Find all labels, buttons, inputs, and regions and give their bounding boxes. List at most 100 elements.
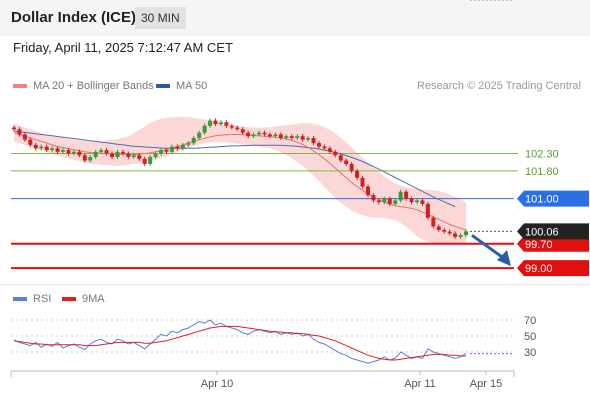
candle-body-74 [414, 200, 419, 203]
candle-body-51 [289, 136, 294, 138]
candle-body-82 [458, 235, 463, 237]
bollinger-band-area [14, 116, 466, 244]
candle-body-46 [262, 132, 267, 135]
header-bar: Dollar Index (ICE) 30 MIN [0, 0, 590, 36]
timestamp: Friday, April 11, 2025 7:12:47 AM CET [13, 40, 233, 55]
candle-body-1 [17, 129, 22, 135]
level-label-102.30: 102.30 [525, 149, 559, 161]
level-label-101.80: 101.80 [525, 166, 559, 178]
candle-body-73 [409, 198, 414, 203]
candle-body-10 [66, 150, 71, 154]
candle-body-40 [229, 125, 234, 128]
rsi-level-label-50: 50 [524, 331, 536, 343]
x-tick-label-1: Apr 11 [404, 378, 436, 390]
candle-body-80 [447, 231, 452, 234]
candle-body-7 [50, 148, 55, 151]
candle-body-18 [110, 153, 115, 158]
candle-body-76 [425, 203, 430, 218]
candle-body-44 [251, 134, 256, 137]
legend-ma20: MA 20 + Bollinger Bands [13, 80, 154, 92]
instrument-title: Dollar Index (ICE) [11, 9, 137, 26]
candle-body-27 [159, 150, 164, 154]
candle-body-47 [267, 134, 272, 137]
legend-rsi-label: RSI [33, 293, 52, 305]
candle-body-37 [213, 120, 218, 125]
last-price-tag [517, 223, 589, 240]
candle-body-77 [431, 217, 436, 227]
candle-body-34 [197, 132, 202, 138]
candle-body-69 [387, 198, 392, 204]
candle-body-28 [164, 150, 169, 152]
legend-rsi-ma-label: 9MA [82, 293, 105, 305]
level-tag-101.00 [517, 190, 589, 207]
candle-body-21 [126, 153, 131, 158]
legend-ma50: MA 50 [156, 80, 207, 92]
candle-body-14 [88, 157, 93, 161]
legend-ma20-label: MA 20 + Bollinger Bands [33, 80, 154, 92]
candle-body-83 [464, 231, 468, 236]
candle-body-19 [115, 151, 120, 158]
candle-body-12 [77, 151, 82, 156]
candle-body-5 [39, 146, 44, 149]
candle-body-0 [12, 127, 16, 130]
candle-body-61 [344, 160, 349, 164]
forecast-arrow-head [497, 250, 511, 267]
candle-body-11 [71, 151, 76, 154]
x-tick-label-2: Apr 15 [470, 378, 502, 390]
candle-body-67 [376, 200, 381, 203]
candle-body-2 [22, 134, 27, 140]
candle-body-75 [420, 200, 425, 204]
candle-body-78 [436, 226, 441, 230]
candle-body-16 [99, 150, 104, 152]
candle-body-79 [442, 229, 447, 232]
candle-body-53 [300, 136, 305, 140]
candle-body-30 [175, 146, 180, 149]
legend-rsi-ma-swatch [62, 297, 76, 301]
candle-body-4 [33, 144, 38, 149]
candle-body-56 [316, 143, 321, 147]
candle-body-81 [453, 233, 458, 237]
candle-body-17 [104, 150, 109, 154]
candle-body-65 [365, 186, 370, 196]
x-tick-label-0: Apr 10 [201, 378, 233, 390]
level-tag-99.00 [517, 260, 589, 277]
candle-body-26 [153, 153, 158, 158]
candle-body-71 [398, 191, 403, 201]
candle-body-41 [235, 127, 240, 130]
candle-body-33 [191, 137, 196, 144]
interval-badge[interactable]: 30 MIN [135, 7, 186, 29]
candle-body-9 [61, 150, 66, 152]
legend-rsi-swatch [13, 297, 27, 301]
candle-body-58 [327, 148, 332, 152]
legend-ma20-swatch [13, 84, 27, 88]
level-tag-text-101.00: 101.00 [525, 194, 559, 206]
pane-divider [0, 284, 590, 285]
candle-body-22 [131, 155, 136, 158]
candle-body-64 [360, 177, 365, 187]
candle-body-32 [186, 143, 191, 145]
candle-body-63 [355, 170, 360, 178]
credit-text: Research © 2025 Trading Central [416, 80, 581, 92]
last-price-text: 100.06 [525, 226, 559, 238]
legend-ma50-label: MA 50 [176, 80, 208, 92]
candle-body-20 [120, 151, 125, 154]
candle-body-49 [278, 134, 283, 138]
level-tag-text-99.70: 99.70 [525, 239, 553, 251]
candle-body-24 [142, 158, 147, 164]
candle-body-52 [295, 136, 300, 138]
candle-body-6 [44, 146, 49, 151]
candle-body-31 [180, 144, 185, 149]
candle-body-48 [273, 134, 278, 137]
rsi-level-label-30: 30 [524, 347, 536, 359]
candle-body-38 [218, 122, 223, 125]
candle-body-36 [208, 120, 213, 126]
candle-body-59 [333, 151, 338, 156]
rsi-level-label-70: 70 [524, 315, 536, 327]
candle-body-45 [257, 132, 262, 135]
legend-rsi: RSI [13, 293, 51, 305]
candle-body-39 [224, 122, 229, 126]
candle-body-72 [404, 191, 409, 199]
candle-body-35 [202, 125, 207, 133]
candle-body-42 [240, 129, 245, 133]
